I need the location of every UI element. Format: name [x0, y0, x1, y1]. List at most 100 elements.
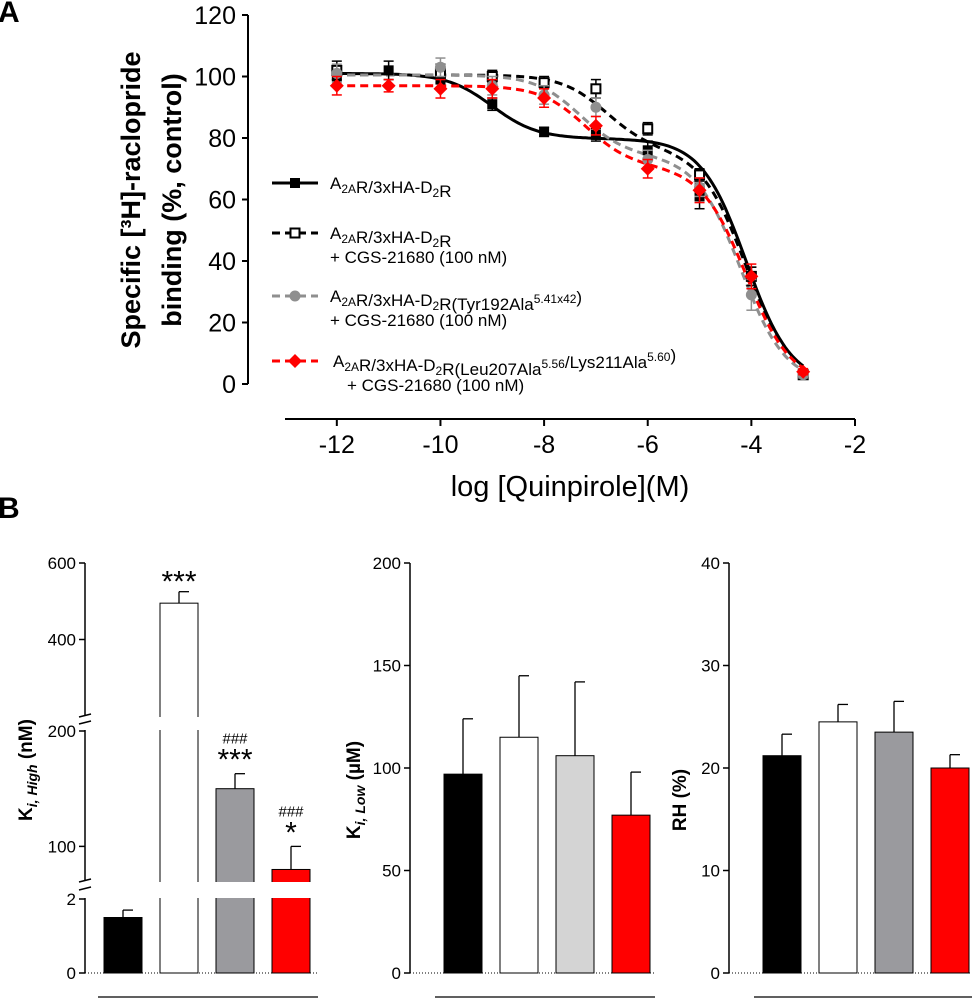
y-axis-title-text: RH (%) [670, 769, 691, 831]
y-axis-title-line2: binding (%, control) [157, 73, 187, 326]
legend-label-part: /Lys211Ala [565, 353, 648, 372]
y-tick-label: 0 [392, 964, 401, 983]
legend-label-part: R/3xHA-D [356, 291, 433, 310]
x-tick-label: -8 [533, 431, 555, 459]
y-tick-label: 40 [208, 248, 236, 276]
y-title-sub: i, Low [352, 785, 368, 826]
significance-stars: * [285, 816, 297, 849]
legend-label-part: 2 [433, 186, 440, 200]
bar-1 [103, 917, 143, 974]
legend-label-line2: + CGS-21680 (100 nM) [330, 248, 507, 267]
data-point-series-4 [796, 364, 811, 379]
y-axis-title-text: Ki, Low (µM) [344, 741, 368, 839]
data-point-series-3 [590, 101, 602, 113]
bar-3 [874, 731, 914, 974]
legend-label-part: A [330, 174, 342, 193]
legend-label-part: R/3xHA-D [356, 228, 433, 247]
axis-break-mark [78, 878, 92, 883]
y-title-unit: (µM) [344, 741, 365, 786]
legend-marker [289, 290, 301, 302]
data-point-series-2 [590, 83, 602, 95]
bar-1 [762, 755, 802, 974]
y-axis-title: Ki, High (nM) [16, 719, 40, 821]
x-tick-label: -6 [637, 431, 659, 459]
bar-1 [443, 773, 483, 974]
legend-label-part: R/3xHA-D [356, 178, 433, 197]
legend-label-part: 5.60 [647, 350, 671, 364]
legend-label-part: ) [576, 288, 582, 307]
legend-label-part: R(Tyr192Ala [439, 295, 534, 314]
data-point-series-1 [539, 126, 550, 137]
data-point-series-3 [434, 61, 446, 73]
significance-stars: *** [161, 566, 196, 599]
legend-label-part: 2 [433, 299, 440, 313]
data-point-series-4 [640, 161, 655, 176]
bar-4 [611, 814, 651, 974]
x-tick-label: -2 [844, 431, 866, 459]
y-tick-label: 20 [701, 759, 720, 778]
y-tick-label: 600 [48, 554, 76, 573]
panel-label-b: B [0, 492, 20, 525]
legend-label: A2AR/3xHA-D2R(Leu207Ala5.56/Lys211Ala5.6… [333, 346, 676, 379]
legend-label-part: ) [670, 346, 676, 365]
legend-label-part: 2A [341, 295, 356, 309]
bar-2 [499, 736, 539, 974]
data-point-series-4 [485, 81, 500, 96]
y-tick-label: 40 [701, 554, 720, 573]
data-point-series-4 [588, 118, 603, 133]
data-point-series-4 [433, 81, 448, 96]
axis-break-upper [80, 717, 320, 730]
legend-label-part: 2A [341, 182, 356, 196]
x-tick-label: -10 [422, 431, 458, 459]
legend-marker [290, 178, 300, 188]
axis-break-mark [78, 886, 92, 891]
x-tick-label: -12 [319, 431, 355, 459]
y-title-main: K [344, 825, 365, 839]
data-point-series-4 [381, 78, 396, 93]
y-tick-label: 0 [67, 964, 76, 983]
rh-bar-chart: 0 10 20 30 40 RH (%) [670, 554, 972, 998]
bar-4 [930, 767, 970, 974]
y-axis-title: RH (%) [670, 769, 691, 831]
fit-curve-series-4 [334, 84, 805, 370]
legend-label-part: A [333, 352, 345, 371]
y-tick-label: 120 [194, 2, 236, 30]
y-tick-label: 200 [48, 722, 76, 741]
legend-label-line2: + CGS-21680 (100 nM) [347, 376, 524, 395]
y-tick-label: 60 [208, 187, 236, 215]
y-tick-label: 30 [701, 657, 720, 676]
legend-label-part: 2 [436, 364, 443, 378]
legend-marker [289, 227, 301, 239]
y-tick-label: 50 [382, 862, 401, 881]
legend-label-part: R(Leu207Ala [442, 360, 542, 379]
legend-label: A2AR/3xHA-D2R [330, 224, 452, 251]
bar-2 [818, 721, 858, 974]
y-title-sub: i, High [24, 764, 40, 807]
y-tick-label: 150 [373, 657, 401, 676]
y-title-main: K [16, 807, 37, 821]
significance-hash: ### [278, 803, 304, 820]
y-tick-label: 100 [48, 837, 76, 856]
bar-3 [215, 788, 255, 974]
bar-3 [555, 755, 595, 974]
y-tick-label: 200 [373, 554, 401, 573]
y-tick-label: 100 [194, 64, 236, 92]
axis-break-lower [80, 882, 320, 898]
y-axis-title: Specific [³H]-raclopride binding (%, cont… [116, 51, 187, 348]
legend-label: A2AR/3xHA-D2R [330, 174, 452, 201]
y-tick-label: 20 [208, 310, 236, 338]
data-point-series-1 [487, 99, 498, 110]
legend-label-part: R [439, 182, 451, 201]
legend-label-part: A [330, 224, 342, 243]
y-tick-label: 0 [222, 371, 236, 399]
legend-label-line2: + CGS-21680 (100 nM) [330, 311, 507, 330]
legend-label: A2AR/3xHA-D2R(Tyr192Ala5.41x42) [330, 287, 582, 314]
y-axis-title-line1: Specific [³H]-raclopride [116, 51, 146, 348]
data-point-series-4 [692, 183, 707, 198]
panel-label-a: A [0, 0, 20, 29]
legend-label-part: R/3xHA-D [359, 356, 436, 375]
significance-stars: *** [217, 744, 252, 777]
legend-label-part: 2A [344, 360, 359, 374]
